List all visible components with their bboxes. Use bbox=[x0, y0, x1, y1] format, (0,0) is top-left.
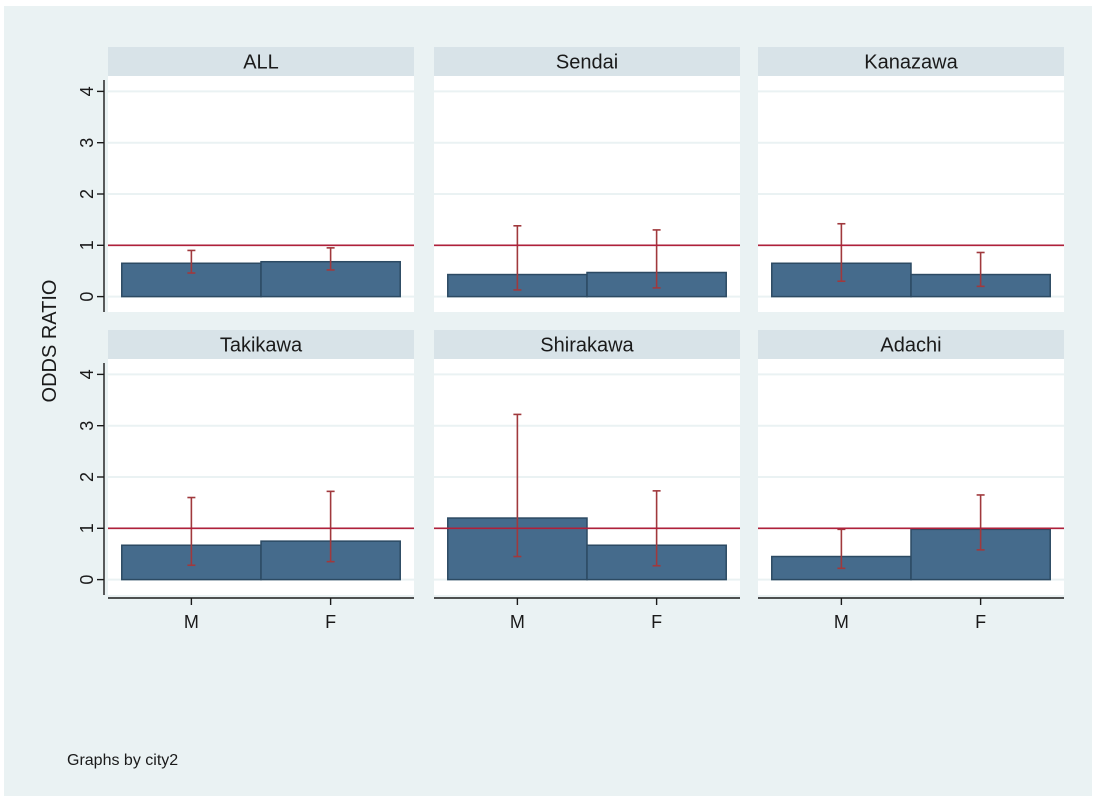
panel-takikawa: Takikawa 0 1 2 3 4 M F bbox=[77, 330, 414, 632]
y-tick-label: 4 bbox=[77, 369, 97, 379]
x-tick-label-m: M bbox=[510, 612, 525, 632]
x-tick-label-f: F bbox=[975, 612, 986, 632]
y-tick-label: 0 bbox=[77, 292, 97, 302]
panel-title: Adachi bbox=[880, 335, 941, 357]
error-bar-m bbox=[513, 225, 522, 291]
panel-sendai: Sendai bbox=[434, 47, 740, 312]
panel-strip bbox=[758, 330, 1064, 359]
y-tick-label: 2 bbox=[77, 189, 97, 199]
y-tick-label: 3 bbox=[77, 421, 97, 431]
panel-shirakawa: Shirakawa M F bbox=[434, 330, 740, 632]
panel-title: ALL bbox=[243, 52, 279, 74]
y-tick-label: 2 bbox=[77, 472, 97, 482]
error-bar-m bbox=[837, 222, 846, 283]
y-tick-label: 3 bbox=[77, 138, 97, 148]
x-tick-label-f: F bbox=[325, 612, 336, 632]
panel-title: Shirakawa bbox=[540, 335, 634, 357]
error-bar-f bbox=[652, 229, 661, 289]
y-tick-label: 1 bbox=[77, 240, 97, 250]
error-bar-f bbox=[976, 494, 985, 551]
panel-strip bbox=[108, 330, 414, 359]
error-bar-f bbox=[326, 247, 335, 271]
y-tick-label: 0 bbox=[77, 575, 97, 585]
y-tick-label: 4 bbox=[77, 86, 97, 96]
panel-kanazawa: Kanazawa bbox=[758, 47, 1064, 312]
panel-adachi: Adachi M F bbox=[758, 330, 1064, 632]
error-bar-m bbox=[187, 249, 196, 274]
x-tick-label-m: M bbox=[834, 612, 849, 632]
graphs-by-note: Graphs by city2 bbox=[67, 752, 178, 769]
x-tick-label-f: F bbox=[651, 612, 662, 632]
y-axis-title: ODDS RATIO bbox=[39, 280, 61, 403]
panel-strip bbox=[434, 47, 740, 76]
x-tick-label-m: M bbox=[184, 612, 199, 632]
panel-title: Sendai bbox=[556, 52, 618, 74]
panel-all: ALL 0 1 2 3 4 bbox=[77, 47, 414, 312]
error-bar-m bbox=[837, 528, 846, 570]
panel-strip bbox=[108, 47, 414, 76]
error-bar-m bbox=[513, 413, 522, 558]
error-bar-f bbox=[976, 251, 985, 288]
panel-title: Kanazawa bbox=[864, 52, 958, 74]
error-bar-f bbox=[326, 490, 335, 563]
y-tick-label: 1 bbox=[77, 523, 97, 533]
panel-strip bbox=[434, 330, 740, 359]
panel-strip bbox=[758, 47, 1064, 76]
error-bar-m bbox=[187, 496, 196, 567]
panel-title: Takikawa bbox=[220, 335, 303, 357]
